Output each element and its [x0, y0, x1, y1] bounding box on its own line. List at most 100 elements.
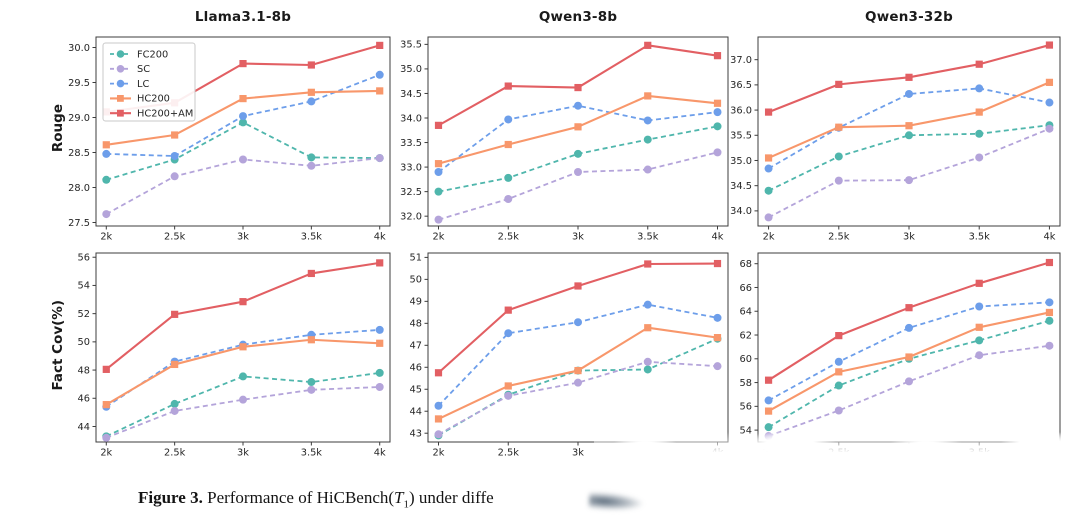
marker-square — [171, 310, 179, 318]
caption-label: Figure 3. — [138, 488, 203, 507]
legend-label: HC200+AM — [137, 109, 193, 120]
marker-circle — [975, 351, 984, 360]
marker-square — [975, 60, 983, 68]
x-tick-label: 4k — [712, 232, 724, 243]
series-HC200+AM — [102, 259, 384, 373]
marker-square — [239, 95, 247, 103]
marker-square — [644, 41, 652, 49]
axes-box — [427, 36, 729, 227]
y-tick-label: 36.5 — [730, 80, 752, 91]
y-tick-label: 30.0 — [68, 43, 90, 54]
marker-square — [239, 60, 247, 68]
y-tick-label: 33.0 — [400, 162, 422, 173]
white-occlusion-bump — [884, 436, 968, 462]
marker-circle — [239, 112, 247, 121]
series-HC200+AM — [434, 259, 722, 377]
y-tick-label: 28.5 — [68, 148, 90, 159]
marker-circle — [574, 149, 582, 158]
marker-square — [905, 304, 913, 312]
y-tick-label: 28.0 — [68, 183, 90, 194]
marker-circle — [170, 152, 179, 160]
marker-circle — [434, 215, 443, 224]
legend-marker-circle — [116, 65, 125, 73]
series-SC — [434, 357, 722, 439]
legend-marker-square — [117, 109, 124, 117]
marker-circle — [307, 378, 316, 387]
y-tick-label: 35.0 — [730, 156, 752, 167]
marker-square — [1045, 78, 1054, 86]
marker-circle — [643, 357, 652, 366]
marker-square — [504, 82, 512, 90]
x-tick-label: 3.5k — [301, 232, 323, 243]
caption-variable: T — [394, 488, 404, 507]
marker-circle — [102, 210, 111, 219]
marker-circle — [713, 122, 722, 131]
x-tick-label: 4k — [374, 448, 386, 459]
marker-circle — [975, 84, 984, 93]
series-HC200+AM — [764, 41, 1054, 116]
marker-circle — [239, 395, 247, 404]
marker-square — [713, 259, 722, 268]
marker-circle — [713, 108, 722, 117]
marker-square — [102, 141, 110, 149]
marker-circle — [713, 362, 722, 371]
marker-circle — [504, 195, 513, 203]
y-tick-label: 54 — [78, 281, 90, 292]
x-tick-label: 2.5k — [164, 448, 186, 459]
marker-circle — [239, 155, 247, 164]
y-tick-label: 68 — [740, 259, 752, 270]
marker-circle — [170, 406, 179, 415]
x-tick-label: 2.5k — [828, 232, 850, 243]
marker-circle — [239, 372, 247, 381]
marker-circle — [834, 406, 843, 415]
x-tick-label: 4k — [1043, 232, 1055, 243]
y-tick-label: 34.5 — [730, 181, 752, 192]
marker-square — [905, 353, 913, 361]
marker-circle — [307, 97, 316, 106]
y-tick-label: 33.5 — [400, 138, 422, 149]
marker-square — [504, 382, 512, 390]
marker-circle — [643, 365, 652, 374]
marker-circle — [1045, 341, 1054, 350]
marker-circle — [975, 302, 984, 311]
marker-square — [376, 87, 384, 95]
x-tick-label: 2k — [100, 232, 112, 243]
marker-square — [764, 376, 773, 384]
marker-circle — [375, 325, 384, 334]
marker-circle — [574, 378, 582, 387]
marker-square — [644, 260, 652, 268]
axes-box — [757, 252, 1061, 443]
marker-circle — [307, 153, 316, 162]
marker-square — [307, 88, 315, 96]
series-HC200+AM — [434, 41, 722, 129]
marker-square — [574, 83, 582, 92]
y-tick-label: 48 — [410, 319, 422, 330]
marker-square — [239, 298, 247, 306]
marker-circle — [905, 323, 913, 332]
legend-label: LC — [137, 79, 149, 90]
x-tick-label: 4k — [374, 232, 386, 243]
marker-circle — [764, 423, 773, 432]
marker-circle — [239, 118, 247, 127]
marker-circle — [643, 135, 652, 144]
marker-circle — [834, 176, 843, 185]
y-tick-label: 35.0 — [400, 64, 422, 75]
x-tick-label: 3.5k — [301, 448, 323, 459]
chart-qwen3-32b-rouge: 34.0 34.5 35.0 35.5 36.0 36.5 37.0 2k 2.5k 3k 3.5k… — [730, 36, 1061, 243]
y-tick-label: 60 — [740, 354, 752, 365]
marker-square — [171, 360, 179, 369]
marker-circle — [1045, 298, 1054, 307]
x-tick-label: 3k — [903, 232, 915, 243]
chart-title-qwen3-32b: Qwen3-32b — [865, 9, 953, 25]
marker-square — [975, 279, 983, 287]
y-tick-label: 64 — [740, 307, 752, 318]
x-tick-label: 3.5k — [969, 232, 991, 243]
marker-square — [239, 343, 247, 351]
axis-ticks: 32.0 32.5 33.0 33.5 34.0 34.5 35.0 35.5 2k 2.5k 3k… — [400, 40, 724, 243]
white-occlusion-bump — [1000, 430, 1080, 460]
series-LC — [434, 101, 722, 176]
x-tick-label: 2.5k — [164, 232, 186, 243]
series-HC200 — [434, 92, 722, 168]
y-tick-label: 44 — [78, 422, 90, 433]
y-tick-label: 34.0 — [400, 113, 422, 124]
